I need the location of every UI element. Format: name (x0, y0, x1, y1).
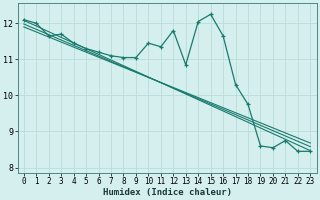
X-axis label: Humidex (Indice chaleur): Humidex (Indice chaleur) (103, 188, 232, 197)
